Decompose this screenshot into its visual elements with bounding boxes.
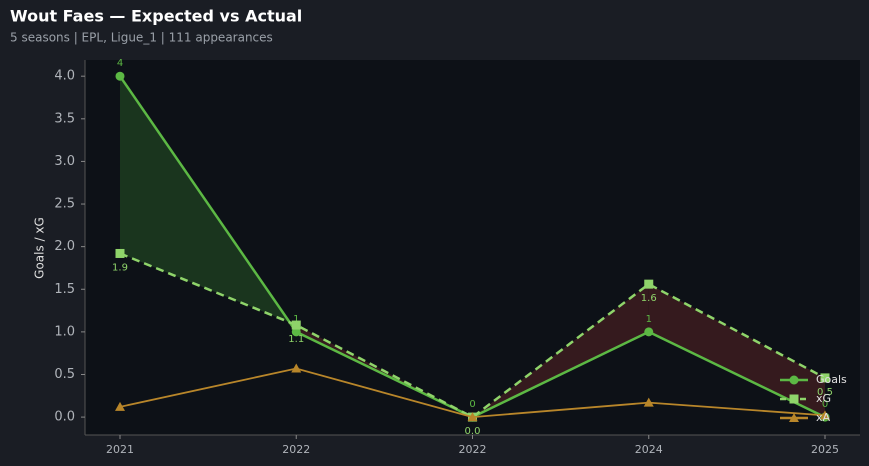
marker [467,412,478,422]
marker [820,373,830,383]
data-label: 1.9 [112,262,128,273]
marker [115,248,125,258]
y-tick-label: 0.5 [54,367,75,382]
chart-title: Wout Faes — Expected vs Actual [10,7,302,26]
y-tick-label: 2.0 [54,239,75,254]
data-label: 1.6 [641,293,657,304]
x-tick-label: 2022 [282,443,310,456]
data-label: 1 [646,314,652,325]
y-axis-label: Goals / xG [33,217,47,279]
legend-label: xA [816,411,831,424]
legend-label: Goals [816,373,847,386]
y-tick-label: 1.5 [54,282,75,297]
y-tick-label: 0.0 [54,410,75,425]
data-label: 0.0 [465,426,481,437]
x-tick-label: 2024 [635,443,663,456]
marker [115,71,125,81]
marker [820,410,830,420]
data-label: 0 [469,399,475,410]
y-tick-label: 3.5 [54,111,75,126]
marker [291,320,301,330]
y-tick-label: 4.0 [54,69,75,84]
x-tick-label: 2021 [106,443,134,456]
marker [643,397,654,407]
data-label: 1 [293,314,299,325]
data-label: 4 [117,58,123,69]
y-tick-label: 2.5 [54,197,75,212]
legend-marker [789,394,799,404]
y-tick-label: 3.0 [54,154,75,169]
chart-subtitle: 5 seasons | EPL, Ligue_1 | 111 appearanc… [10,31,273,45]
x-tick-label: 2025 [811,443,839,456]
data-label: 0.5 [817,387,833,398]
legend-label: xG [816,392,831,405]
y-tick-label: 1.0 [54,324,75,339]
marker [115,401,125,411]
marker [644,279,654,289]
line [119,252,826,419]
marker [291,363,302,373]
marker [291,327,301,337]
legend-marker [789,375,799,385]
data-label: 0 [822,399,828,410]
performance-fill [648,284,825,418]
marker [644,327,654,337]
x-tick-label: 2022 [459,443,487,456]
data-label: 1.1 [288,334,304,345]
legend-marker [789,413,799,422]
